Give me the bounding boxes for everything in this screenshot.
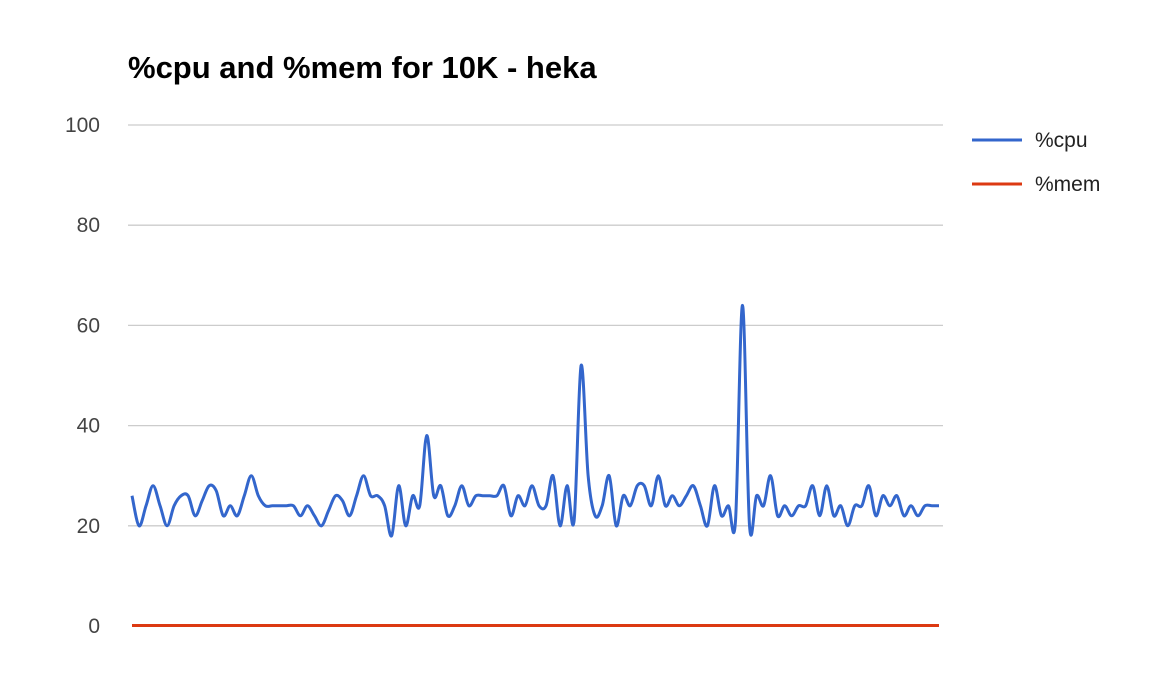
- series-lines: [130, 303, 939, 628]
- y-tick-label: 60: [77, 314, 100, 337]
- legend-item-mem: %mem: [972, 173, 1100, 196]
- chart-title: %cpu and %mem for 10K - heka: [128, 50, 597, 85]
- y-tick-label: 0: [88, 615, 100, 638]
- legend-label: %cpu: [1035, 129, 1088, 152]
- legend: %cpu %mem: [972, 129, 1100, 196]
- y-axis-tick-labels: 0 20 40 60 80 100: [65, 114, 100, 638]
- legend-item-cpu: %cpu: [972, 129, 1088, 152]
- y-tick-label: 40: [77, 415, 100, 438]
- y-tick-label: 20: [77, 515, 100, 538]
- series-line-cpu: [130, 303, 939, 538]
- legend-label: %mem: [1035, 173, 1100, 196]
- y-tick-label: 80: [77, 214, 100, 237]
- y-tick-label: 100: [65, 114, 100, 137]
- gridlines: [128, 124, 943, 527]
